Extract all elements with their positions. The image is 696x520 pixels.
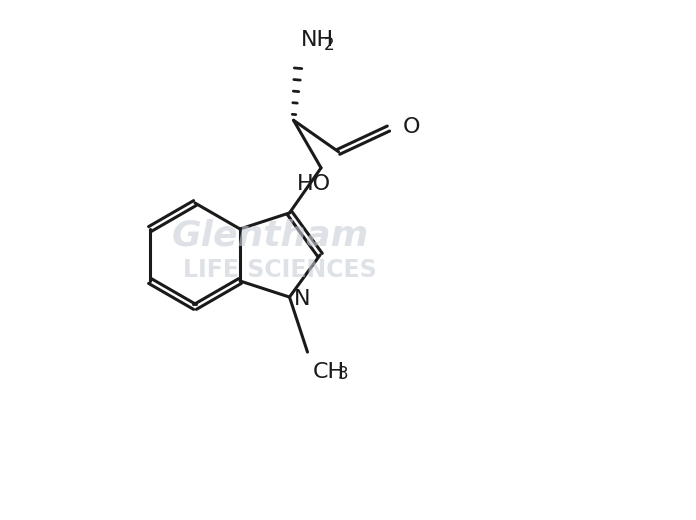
Text: Glentham: Glentham (171, 218, 369, 252)
Text: HO: HO (296, 174, 331, 194)
Text: N: N (294, 289, 310, 309)
Text: NH: NH (301, 31, 333, 50)
Text: LIFE SCIENCES: LIFE SCIENCES (183, 258, 377, 282)
Text: 3: 3 (338, 365, 348, 383)
Text: O: O (402, 116, 420, 137)
Text: 2: 2 (324, 36, 334, 55)
Text: CH: CH (313, 362, 345, 382)
